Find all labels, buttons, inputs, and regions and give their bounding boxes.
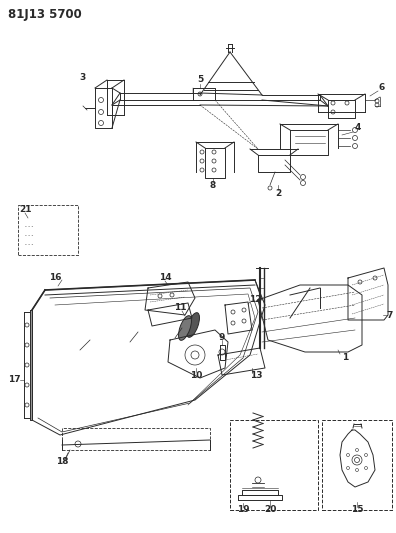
Text: - - -: - - - [25,233,33,238]
Text: 17: 17 [8,376,20,384]
Text: 8: 8 [210,181,216,190]
Bar [322,420,392,510]
Text: 12: 12 [249,295,261,304]
Text: 9: 9 [219,333,225,342]
Text: 10: 10 [190,370,202,379]
Text: 15: 15 [351,505,363,514]
Text: 5: 5 [197,76,203,85]
Text: 4: 4 [355,124,361,133]
Text: 14: 14 [159,273,171,282]
Text: 7: 7 [387,311,393,319]
Text: 3: 3 [79,74,85,83]
Ellipse shape [187,313,200,337]
Text: 20: 20 [264,505,276,514]
Text: 1: 1 [342,352,348,361]
Text: 11: 11 [174,303,186,312]
Text: - - -: - - - [25,224,33,229]
Text: 18: 18 [56,457,68,466]
Text: 16: 16 [49,272,61,281]
Text: - - -: - - - [25,242,33,247]
Bar [230,420,318,510]
Bar [18,205,78,255]
Text: 21: 21 [19,206,31,214]
Bar [62,428,210,450]
Text: 13: 13 [250,372,262,381]
Text: 2: 2 [275,189,281,198]
Text: 6: 6 [379,84,385,93]
Text: 81J13 5700: 81J13 5700 [8,8,82,21]
Ellipse shape [179,316,192,341]
Text: 19: 19 [237,505,249,514]
